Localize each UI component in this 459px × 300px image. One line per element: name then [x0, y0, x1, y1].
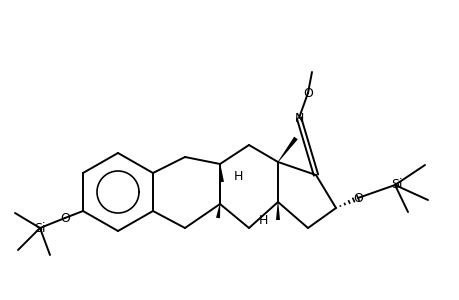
Text: O: O: [353, 191, 362, 205]
Polygon shape: [275, 202, 280, 220]
Text: Si: Si: [391, 178, 402, 191]
Text: O: O: [60, 212, 70, 224]
Text: Si: Si: [34, 221, 45, 235]
Text: H: H: [233, 170, 242, 184]
Polygon shape: [219, 164, 224, 182]
Polygon shape: [216, 204, 220, 218]
Text: N: N: [294, 112, 303, 124]
Text: H: H: [258, 214, 267, 226]
Polygon shape: [277, 137, 297, 162]
Text: O: O: [302, 86, 312, 100]
